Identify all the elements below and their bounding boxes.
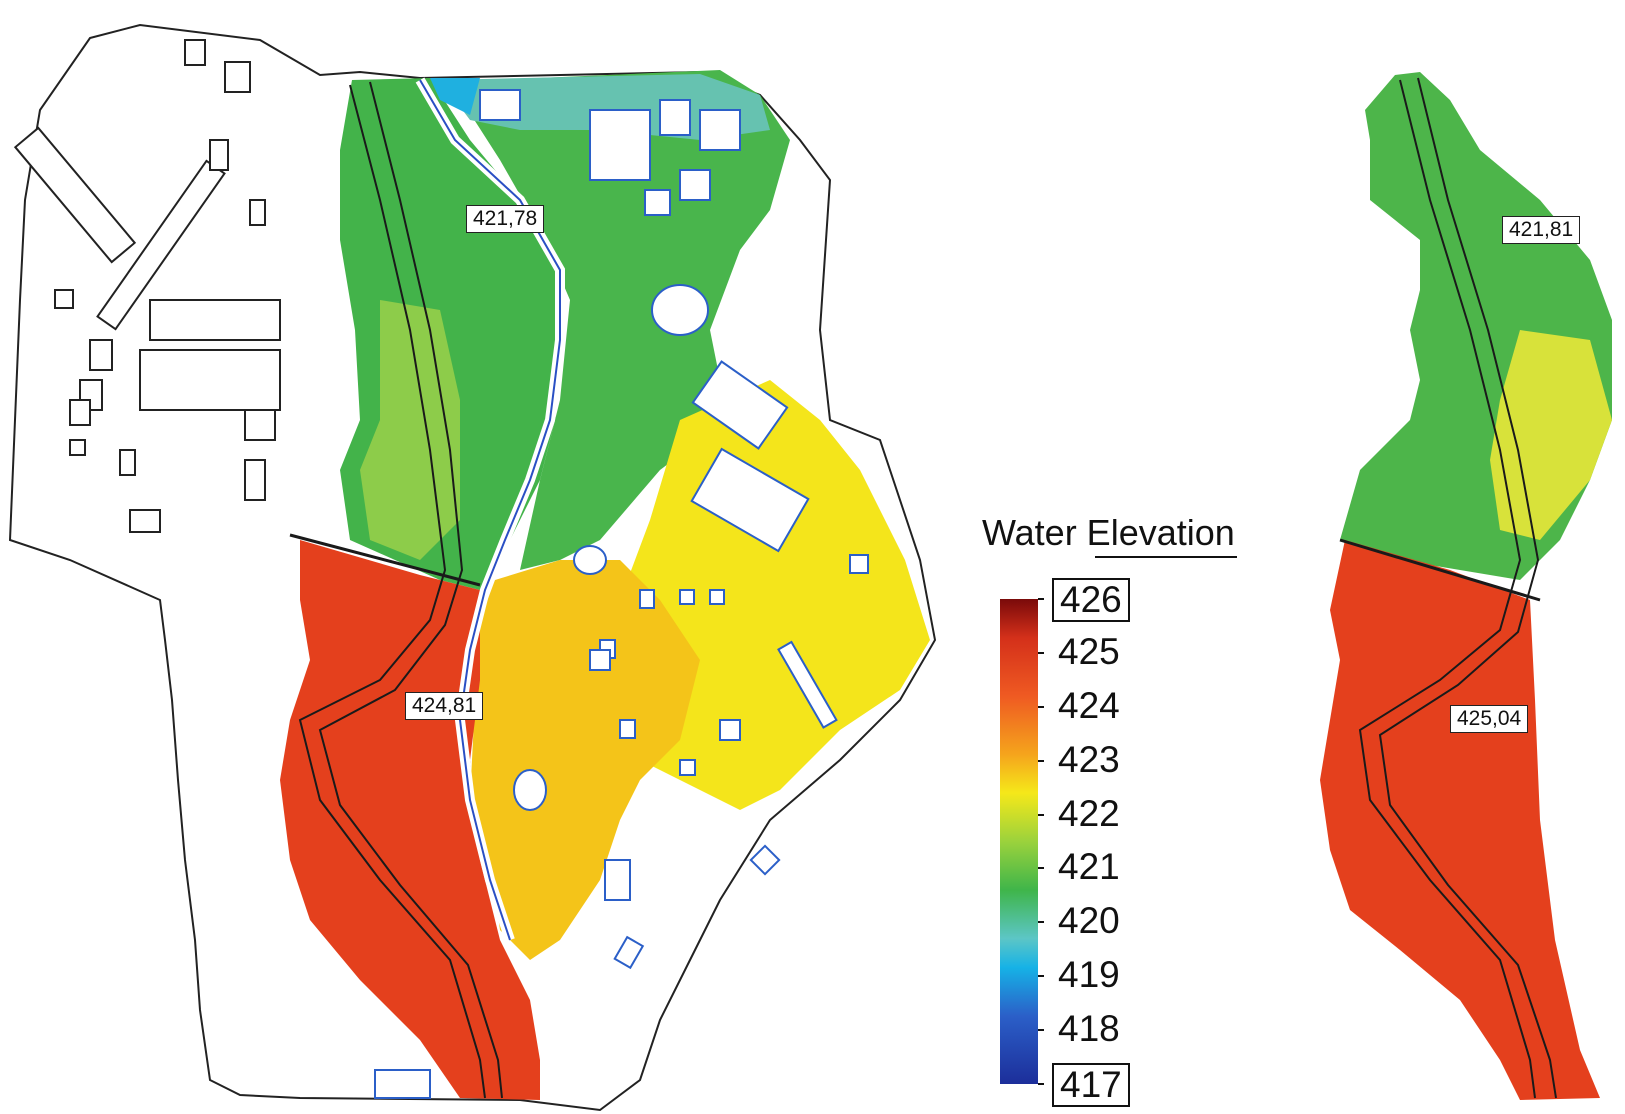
elevation-colorbar <box>1000 599 1038 1084</box>
colorbar-tick-mark <box>1038 1083 1044 1085</box>
right-red-zone <box>1320 540 1600 1100</box>
colorbar-tick-mark <box>1038 867 1044 870</box>
upper-cyan-zone <box>430 78 480 115</box>
colorbar-tick-label: 421 <box>1058 846 1120 888</box>
legend-title: Water Elevation <box>982 512 1235 553</box>
colorbar-tick-label: 418 <box>1058 1008 1120 1050</box>
colorbar-tick-label: 424 <box>1058 684 1120 726</box>
colorbar-tick-mark <box>1038 975 1044 978</box>
colorbar-tick-mark <box>1038 1029 1044 1032</box>
building-footprints <box>13 39 281 533</box>
left-downstream-elevation-label: 424,81 <box>405 692 484 720</box>
right-levee-line-b <box>1378 77 1557 1099</box>
colorbar-tick-label: 425 <box>1058 630 1120 672</box>
colorbar-tick-label: 423 <box>1058 738 1120 780</box>
colorbar-tick-mark <box>1038 759 1044 762</box>
colorbar-tick-mark <box>1038 705 1044 708</box>
east-yellow-zone <box>620 380 930 810</box>
colorbar-tick-mark <box>1038 598 1044 600</box>
right-upper-green-zone <box>1340 72 1612 580</box>
colorbar-tick-mark <box>1038 651 1044 654</box>
colorbar-tick-label: 420 <box>1058 900 1120 942</box>
colorbar-tick-label: 422 <box>1058 792 1120 834</box>
building-voids <box>374 89 869 1099</box>
right-yellow-zone <box>1490 330 1612 540</box>
right-downstream-elevation-label: 425,04 <box>1450 705 1529 733</box>
right-upstream-elevation-label: 421,81 <box>1502 216 1581 244</box>
central-orange-zone <box>470 560 700 960</box>
left-upstream-elevation-label: 421,78 <box>466 205 545 233</box>
colorbar-tick-mark <box>1038 813 1044 816</box>
right-dam-line <box>1339 538 1541 602</box>
levee-line-a <box>298 84 486 1099</box>
colorbar-tick-label: 419 <box>1058 954 1120 996</box>
levee-line-b <box>318 81 503 1099</box>
downstream-red-zone <box>280 540 540 1100</box>
dam-line <box>289 533 481 587</box>
colorbar-tick-label: 417 <box>1052 1063 1130 1107</box>
colorbar-tick-mark <box>1038 921 1044 924</box>
legend-title-underline <box>1095 556 1237 558</box>
right-levee-line-a <box>1358 79 1536 1099</box>
colorbar-tick-label: 426 <box>1052 578 1130 622</box>
